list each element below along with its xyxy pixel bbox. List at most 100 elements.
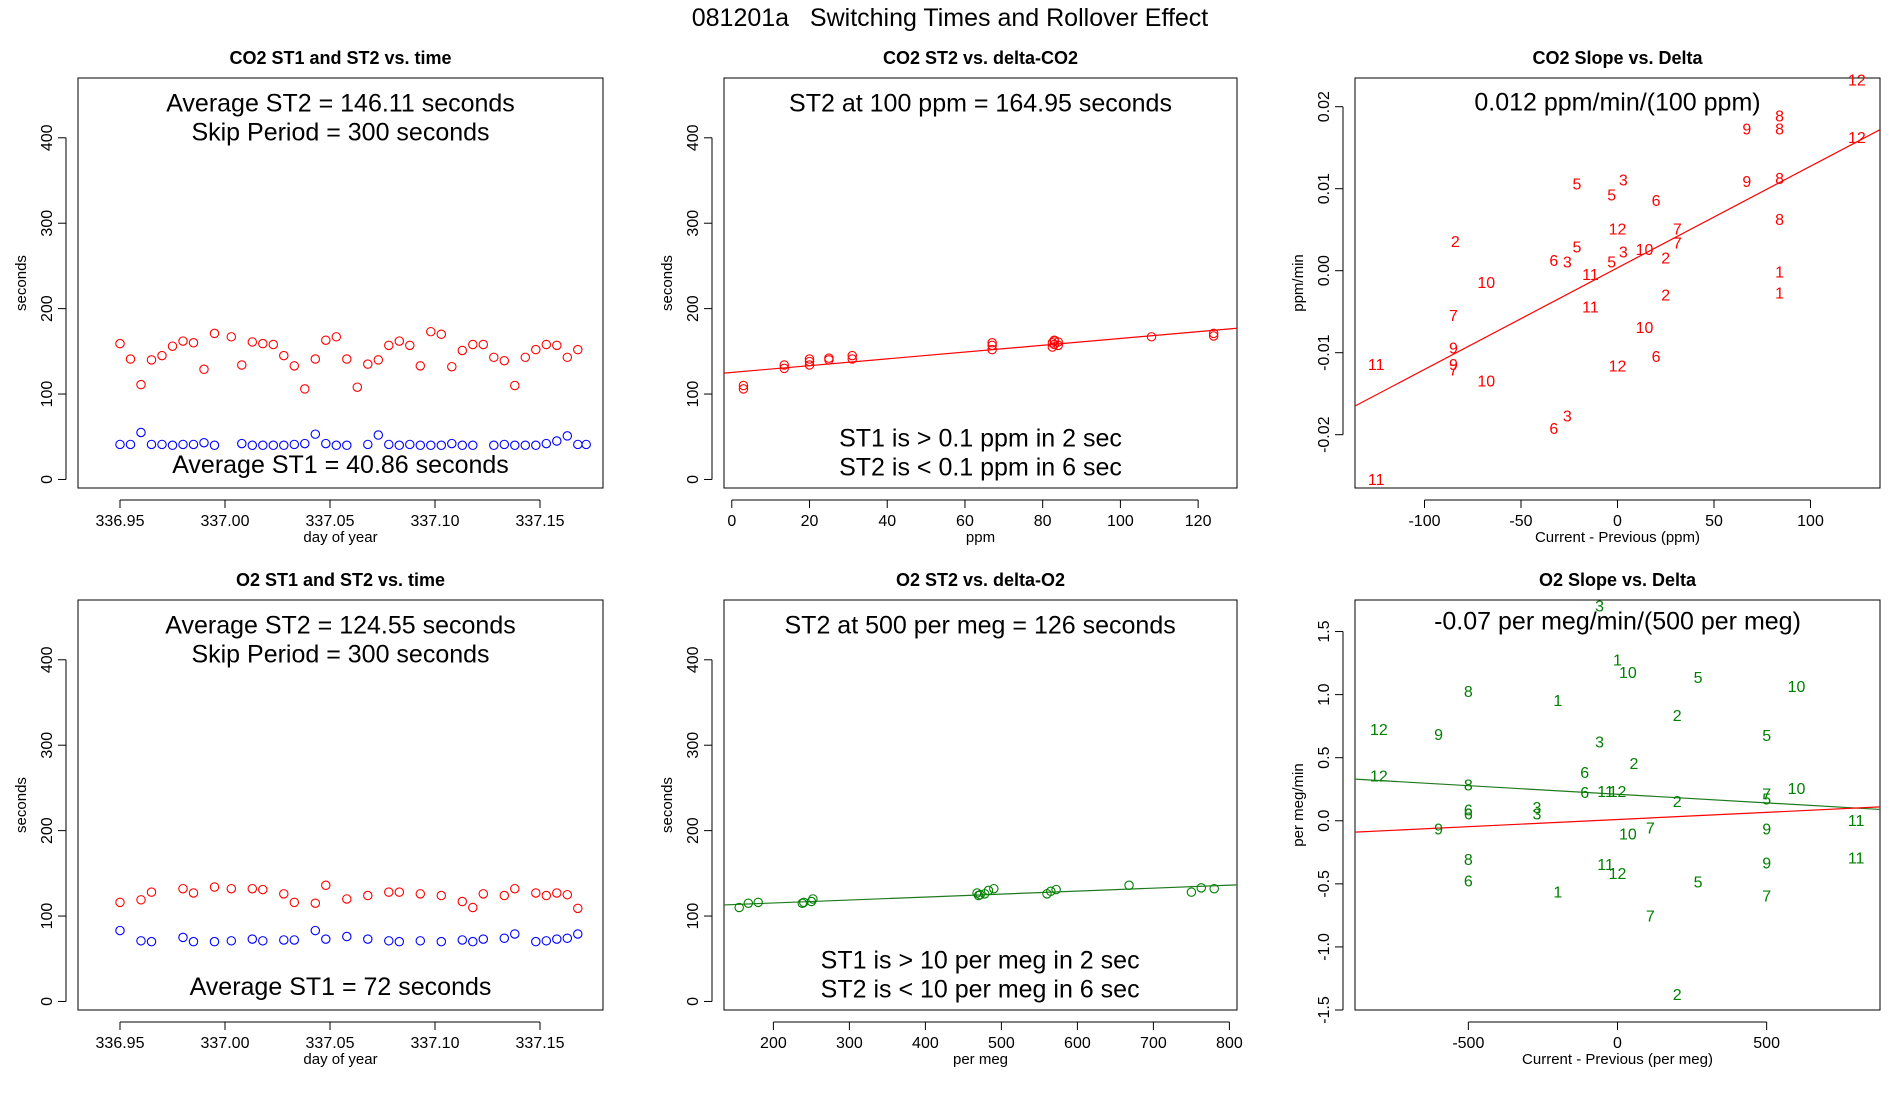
data-point: [847, 354, 857, 364]
plot-frame: [723, 77, 1238, 489]
data-point: [531, 440, 541, 451]
data-point: [226, 332, 237, 342]
data-point: [136, 936, 146, 946]
data-point: [310, 925, 321, 936]
data-point-label: 8: [1464, 777, 1473, 794]
data-point-label: 7: [1762, 786, 1771, 803]
data-point-label: 9: [1742, 122, 1751, 139]
data-point-label: 3: [1619, 245, 1628, 262]
data-point-label: 6: [1549, 253, 1558, 270]
data-point-label: 1: [1553, 885, 1562, 902]
x-tick-label: 0: [1613, 1035, 1622, 1052]
data-point: [394, 936, 405, 947]
data-point: [426, 326, 436, 337]
x-tick-label: 200: [760, 1035, 787, 1052]
data-point: [987, 344, 997, 355]
data-point: [167, 341, 178, 351]
y-tick-label: 300: [685, 210, 702, 237]
data-point: [562, 431, 573, 441]
data-point: [426, 440, 436, 451]
chart-panel-4: O2 ST1 and ST2 vs. time 336.95 337.00 337.0…: [13, 570, 604, 1068]
data-point-label: 1: [1775, 286, 1784, 303]
data-point: [331, 332, 342, 342]
plot-frame: [77, 77, 604, 489]
data-point: [279, 935, 289, 945]
x-axis-label: day of year: [303, 529, 377, 546]
data-point: [268, 339, 279, 350]
fit-line: [724, 327, 1237, 374]
data-point: [199, 437, 209, 448]
data-point: [510, 929, 520, 939]
data-point: [289, 439, 300, 450]
data-point: [457, 345, 468, 356]
data-point-label: 8: [1464, 852, 1473, 869]
data-point: [146, 887, 157, 897]
chart-title: O2 Slope vs. Delta: [1539, 570, 1697, 590]
data-point: [321, 880, 331, 891]
fit-line: [1355, 778, 1880, 811]
data-point-label: 11: [1368, 357, 1385, 374]
data-point: [562, 933, 573, 943]
chart-annotation: Average ST2 = 146.11 seconds: [166, 90, 515, 118]
data-point-label: 2: [1661, 250, 1670, 267]
data-point-label: 12: [1370, 769, 1388, 786]
data-point-label: 6: [1464, 806, 1473, 823]
data-point-label: 6: [1464, 803, 1473, 820]
data-point: [510, 380, 520, 391]
data-point: [573, 344, 583, 355]
data-point: [300, 438, 310, 449]
data-point: [804, 356, 815, 367]
data-point: [188, 936, 199, 947]
data-point-label: 11: [1597, 857, 1614, 874]
data-point-label: 12: [1609, 866, 1627, 883]
data-point: [405, 340, 415, 351]
data-point: [457, 896, 468, 907]
plot-frame: [1354, 77, 1881, 489]
data-point: [1053, 340, 1063, 351]
data-point: [415, 440, 426, 451]
y-tick-label: 0: [685, 475, 702, 484]
data-point: [552, 340, 562, 351]
data-point-label: 9: [1762, 856, 1771, 873]
data-point-label: 3: [1563, 409, 1572, 426]
data-point: [310, 354, 321, 364]
chart-panel-3: CO2 Slope vs. Delta -100 -50 0 50 100 Current …: [1290, 48, 1881, 546]
data-point: [289, 897, 300, 908]
chart-panel-5: O2 ST2 vs. delta-O2 200 300 400 500 600 700 800…: [659, 570, 1243, 1068]
data-point-label: 6: [1549, 421, 1558, 438]
chart-annotation: ST2 at 500 per meg = 126 seconds: [785, 612, 1176, 640]
x-tick-label: 337.15: [516, 513, 565, 530]
data-point: [510, 883, 520, 894]
y-tick-label: -1.0: [1316, 933, 1333, 961]
data-point-label: 3: [1595, 735, 1604, 752]
data-point: [799, 897, 809, 908]
data-point-label: 5: [1607, 187, 1616, 204]
x-tick-label: 336.95: [96, 1035, 145, 1052]
y-tick-label: 300: [39, 732, 56, 759]
data-point: [797, 898, 808, 908]
data-point: [552, 888, 562, 898]
data-point: [258, 338, 268, 349]
data-point: [300, 384, 310, 394]
data-point: [115, 439, 125, 450]
data-point: [573, 929, 583, 939]
data-point: [363, 359, 373, 369]
data-point: [1051, 884, 1061, 895]
y-tick-label: 200: [39, 817, 56, 844]
data-point-label: 12: [1370, 722, 1388, 739]
data-point: [1196, 883, 1207, 893]
data-point: [384, 936, 394, 946]
data-point-label: 10: [1788, 781, 1806, 798]
data-point: [847, 350, 857, 361]
data-point-label: 3: [1533, 806, 1542, 823]
x-tick-label: 337.05: [306, 1035, 355, 1052]
data-point-label: 7: [1762, 888, 1771, 905]
data-point-label: 5: [1762, 728, 1771, 745]
chart-annotation: ST2 is < 10 per meg in 6 sec: [821, 976, 1140, 1004]
data-point: [394, 336, 405, 346]
data-point-label: 10: [1619, 827, 1637, 844]
data-point: [1208, 328, 1219, 339]
y-axis-label: seconds: [659, 255, 676, 311]
x-tick-label: 337.05: [306, 513, 355, 530]
data-point-label: 9: [1449, 341, 1458, 358]
